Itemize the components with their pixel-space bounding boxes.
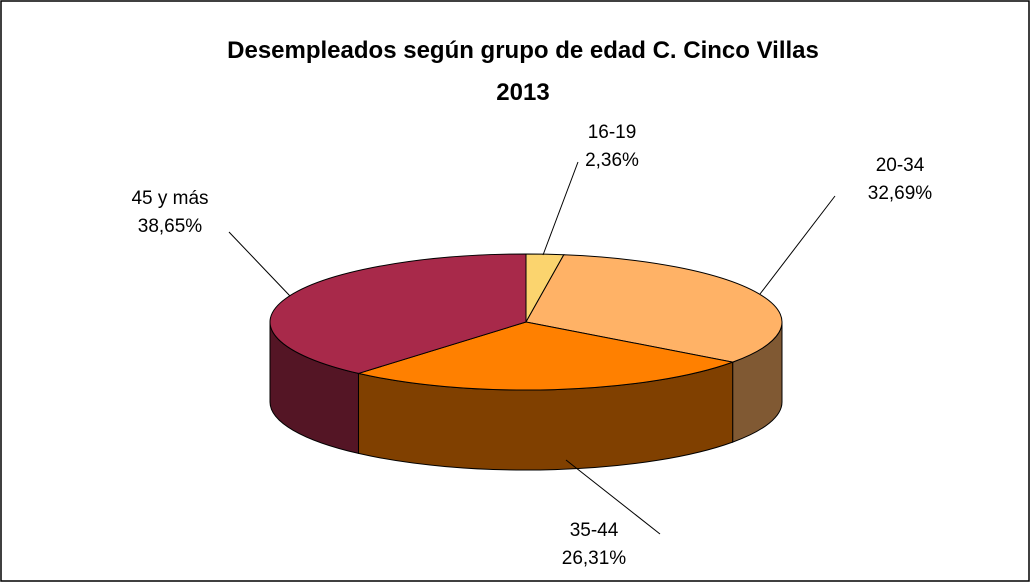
leader-line <box>228 231 291 297</box>
slice <box>356 321 735 391</box>
slice <box>525 254 783 363</box>
slice-label: 35-44 <box>570 520 619 541</box>
chart-title: Desempleados según grupo de edad C. Cinc… <box>227 37 819 64</box>
leader-line <box>565 459 661 535</box>
slice-label: 20-34 <box>876 155 925 176</box>
leader-line <box>759 195 836 295</box>
slice-label: 16-19 <box>588 122 637 143</box>
value-label: 2,36% <box>585 150 639 171</box>
chart-title: 2013 <box>496 79 549 106</box>
value-label: 26,31% <box>562 548 627 569</box>
slice <box>269 253 527 374</box>
value-label: 32,69% <box>868 183 933 204</box>
value-label: 38,65% <box>138 216 203 237</box>
slice-label: 45 y más <box>131 188 208 209</box>
leader-line <box>542 161 579 256</box>
